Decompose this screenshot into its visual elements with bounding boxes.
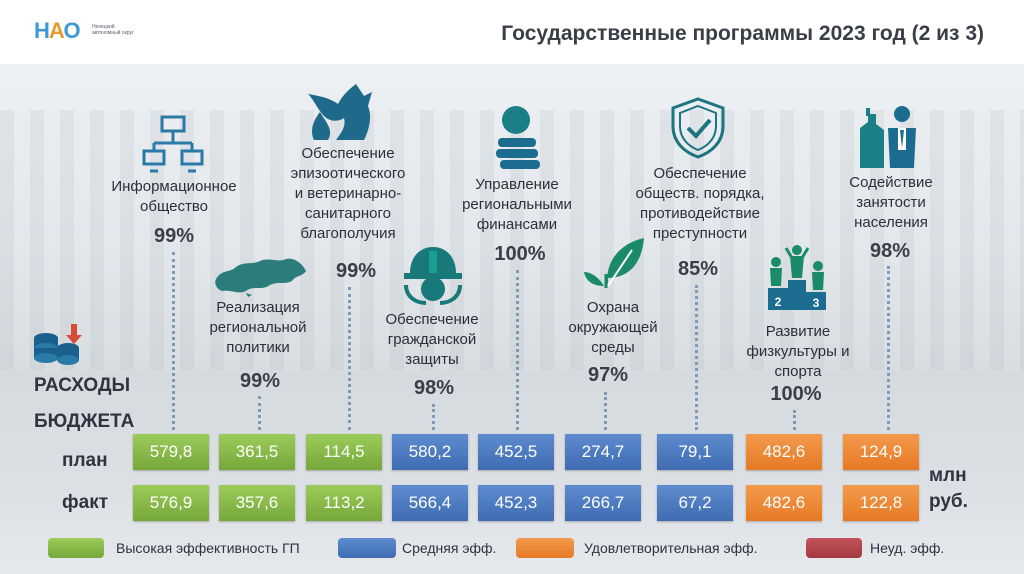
program-name: Информационное общество — [111, 178, 237, 215]
program-name: Обеспечение обществ. порядка, противодей… — [635, 165, 765, 242]
header: НАО Ненецкий автономный округ Государств… — [0, 0, 1024, 64]
plan-cell: 452,5 — [478, 434, 554, 470]
fact-cell: 576,9 — [133, 485, 209, 521]
plan-cell: 274,7 — [565, 434, 641, 470]
connector-line — [604, 392, 607, 430]
plan-cell: 124,9 — [843, 434, 919, 470]
page-title: Государственные программы 2023 год (2 из… — [501, 22, 984, 45]
budget-label: БЮДЖЕТА — [34, 411, 135, 432]
fact-cell: 482,6 — [746, 485, 822, 521]
worker-factory-icon — [860, 106, 916, 168]
legend-label-high: Высокая эффективность ГП — [116, 540, 300, 556]
helmet-icon — [404, 247, 462, 305]
plan-cell: 579,8 — [133, 434, 209, 470]
program-percent: 100% — [770, 383, 822, 405]
legend-swatch-high — [48, 538, 104, 558]
legend-swatch-medium — [338, 538, 396, 558]
legend-label-medium: Средняя эфф. — [402, 540, 497, 556]
podium-icon: 2 3 — [768, 245, 826, 310]
plan-cell: 361,5 — [219, 434, 295, 470]
fox-icon — [308, 84, 372, 140]
connector-line — [695, 285, 698, 430]
program-percent: 85% — [677, 258, 719, 280]
connector-line — [516, 270, 519, 430]
program-percent: 97% — [587, 364, 629, 386]
program-name: Обеспечение гражданской защиты — [385, 311, 479, 368]
russia-map-icon — [215, 258, 306, 297]
fact-cell: 113,2 — [306, 485, 382, 521]
program-percent: 98% — [869, 240, 911, 262]
shield-check-icon — [671, 97, 725, 159]
fact-cell: 566,4 — [392, 485, 468, 521]
fact-cell: 266,7 — [565, 485, 641, 521]
expenses-label: РАСХОДЫ — [34, 375, 131, 396]
unit-line2: руб. — [929, 491, 968, 512]
connector-line — [172, 252, 175, 430]
svg-text:3: 3 — [813, 296, 820, 310]
logo-subtitle: Ненецкий автономный округ — [92, 24, 134, 36]
fact-label: факт — [62, 492, 109, 513]
plan-label: план — [62, 450, 108, 471]
connector-line — [793, 410, 796, 430]
legend-swatch-unsatisfactory — [806, 538, 862, 558]
legend-swatch-satisfactory — [516, 538, 574, 558]
fact-cell: 122,8 — [843, 485, 919, 521]
program-percent: 98% — [413, 377, 455, 399]
program-percent: 100% — [494, 243, 546, 265]
connector-line — [887, 266, 890, 430]
plan-cell: 580,2 — [392, 434, 468, 470]
coins-arrow-icon — [34, 324, 82, 365]
plan-cell: 79,1 — [657, 434, 733, 470]
plan-cell: 482,6 — [746, 434, 822, 470]
fact-cell: 357,6 — [219, 485, 295, 521]
program-name: Обеспечение эпизоотического и ветеринарн… — [290, 145, 406, 242]
legend-label-satisfactory: Удовлетворительная эфф. — [584, 540, 758, 556]
fact-cell: 452,3 — [478, 485, 554, 521]
unit-label: млн руб. — [929, 463, 968, 515]
network-computers-icon — [142, 115, 204, 173]
program-percent: 99% — [239, 370, 281, 392]
program-name: Реализация региональной политики — [209, 299, 307, 356]
plan-cell: 114,5 — [306, 434, 382, 470]
legend-label-unsatisfactory: Неуд. эфф. — [870, 540, 945, 556]
connector-line — [258, 396, 261, 430]
program-name: Управление региональными финансами — [462, 176, 572, 233]
leaf-icon — [584, 238, 644, 288]
program-percent: 99% — [153, 225, 195, 247]
program-name: Охрана окружающей среды — [568, 299, 658, 356]
svg-text:2: 2 — [775, 295, 782, 309]
connector-line — [432, 404, 435, 430]
fact-cell: 67,2 — [657, 485, 733, 521]
program-name: Содействие занятости населения — [849, 174, 933, 231]
connector-line — [348, 287, 351, 430]
program-percent: 99% — [335, 260, 377, 282]
logo: НАО — [34, 18, 81, 43]
program-name: Развитие физкультуры и спорта — [746, 323, 850, 380]
unit-line1: млн — [929, 465, 967, 486]
coins-stack-icon — [496, 106, 540, 169]
